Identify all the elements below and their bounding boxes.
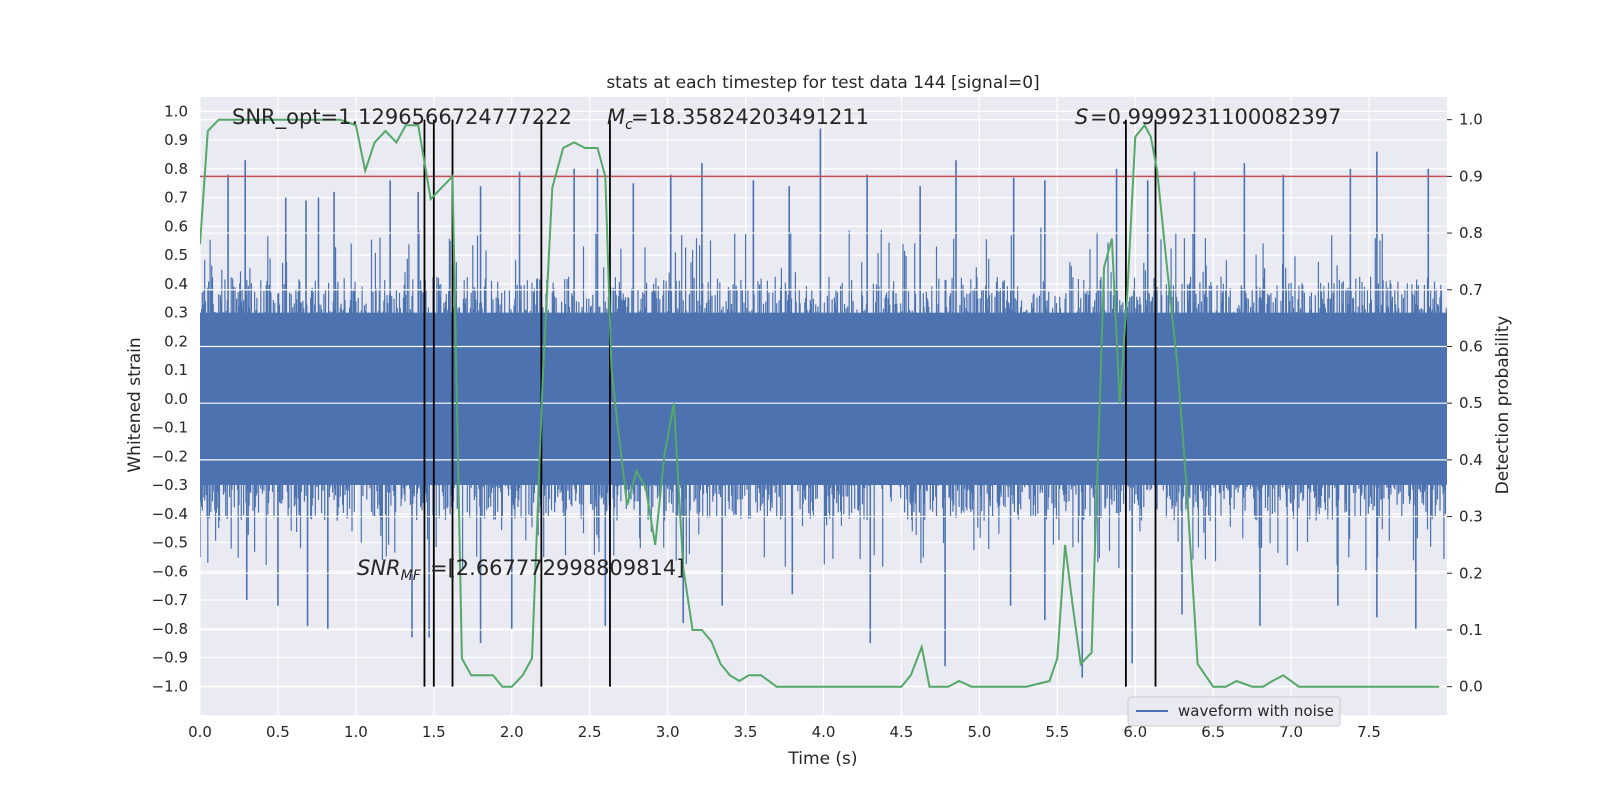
x-tick-label: 7.5 <box>1357 723 1381 741</box>
legend-label-waveform: waveform with noise <box>1178 702 1334 720</box>
annotation-mc-value: =18.35824203491211 <box>631 105 869 129</box>
y-tick-label: 0.7 <box>164 189 188 207</box>
annotation-snr-mf-value: =[2.667772998809814] <box>430 556 684 580</box>
y-tick-label: 0.0 <box>164 390 188 408</box>
y-tick-label: 0.9 <box>164 131 188 149</box>
y-tick-label: −1.0 <box>152 677 188 695</box>
x-tick-label: 4.5 <box>890 723 914 741</box>
y2-tick-label: 0.1 <box>1459 621 1483 639</box>
svg-text:S: S <box>1075 105 1088 129</box>
y-axis-ticks: 1.0 0.9 0.8 0.7 0.6 0.5 0.4 0.3 0.2 0.1 0.0 −0.1 −0.… <box>152 102 188 695</box>
y-tick-label: 0.4 <box>164 275 188 293</box>
x-axis-ticks: 0.0 0.5 1.0 1.5 2.0 2.5 3.0 3.5 4.0 4.5 5.0 5.5 6.0 6… <box>188 723 1381 741</box>
waveform-series <box>200 128 1447 678</box>
y2-axis-label: Detection probability <box>1493 316 1513 495</box>
x-tick-label: 0.5 <box>266 723 290 741</box>
y-tick-label: −0.4 <box>152 505 188 523</box>
y-tick-label: −0.7 <box>152 591 188 609</box>
y-tick-label: −0.9 <box>152 649 188 667</box>
legend: waveform with noise <box>1127 696 1341 727</box>
vertical-markers <box>423 119 1157 687</box>
y-tick-label: −0.8 <box>152 620 188 638</box>
x-tick-label: 7.0 <box>1279 723 1303 741</box>
x-tick-label: 3.0 <box>656 723 680 741</box>
y2-tick-label: 0.4 <box>1459 451 1483 469</box>
y-tick-label: 1.0 <box>164 102 188 120</box>
y-tick-label: 0.5 <box>164 246 188 264</box>
y2-axis-ticks: 1.0 0.9 0.8 0.7 0.6 0.5 0.4 0.3 0.2 0.1 0.0 <box>1447 111 1483 696</box>
x-tick-label: 5.0 <box>967 723 991 741</box>
y-tick-label: −0.2 <box>152 447 188 465</box>
x-tick-label: 4.0 <box>812 723 836 741</box>
legend-box <box>1127 696 1341 727</box>
y-tick-label: −0.5 <box>152 534 188 552</box>
y-tick-label: −0.1 <box>152 419 188 437</box>
y-tick-label: 0.6 <box>164 217 188 235</box>
probability-series-line <box>200 118 1440 688</box>
x-tick-label: 5.5 <box>1045 723 1069 741</box>
y-tick-label: −0.3 <box>152 476 188 494</box>
x-tick-label: 0.0 <box>188 723 212 741</box>
y2-tick-label: 0.9 <box>1459 167 1483 185</box>
y2-tick-label: 1.0 <box>1459 111 1483 129</box>
y-axis-label: Whitened strain <box>125 337 145 472</box>
x-tick-label: 6.0 <box>1123 723 1147 741</box>
waveform-core <box>200 312 1447 486</box>
annotation-snr-mf: SNRMF =[2.667772998809814] <box>357 556 684 584</box>
x-tick-label: 1.0 <box>344 723 368 741</box>
y2-tick-label: 0.3 <box>1459 508 1483 526</box>
annotation-s-value: =0.9999231100082397 <box>1090 105 1341 129</box>
x-tick-label: 6.5 <box>1201 723 1225 741</box>
y-tick-label: 0.1 <box>164 361 188 379</box>
y-tick-label: −0.6 <box>152 562 188 580</box>
x-tick-label: 2.5 <box>578 723 602 741</box>
y2-tick-label: 0.6 <box>1459 337 1483 355</box>
x-tick-label: 3.5 <box>734 723 758 741</box>
x-tick-label: 2.0 <box>500 723 524 741</box>
y2-tick-label: 0.0 <box>1459 678 1483 696</box>
y2-tick-label: 0.7 <box>1459 281 1483 299</box>
annotation-snr-opt: SNR_opt=1.1296566724777222 <box>232 105 572 130</box>
y-tick-label: 0.2 <box>164 332 188 350</box>
x-tick-label: 1.5 <box>422 723 446 741</box>
y-tick-label: 0.8 <box>164 160 188 178</box>
y2-tick-label: 0.5 <box>1459 394 1483 412</box>
x-axis-label: Time (s) <box>787 749 857 769</box>
chart-title: stats at each timestep for test data 144… <box>606 73 1039 93</box>
y2-tick-label: 0.8 <box>1459 224 1483 242</box>
annotation-s: S =0.9999231100082397 <box>1075 105 1341 129</box>
y-tick-label: 0.3 <box>164 304 188 322</box>
annotation-mc: Mc =18.35824203491211 <box>607 105 869 133</box>
y2-tick-label: 0.2 <box>1459 564 1483 582</box>
